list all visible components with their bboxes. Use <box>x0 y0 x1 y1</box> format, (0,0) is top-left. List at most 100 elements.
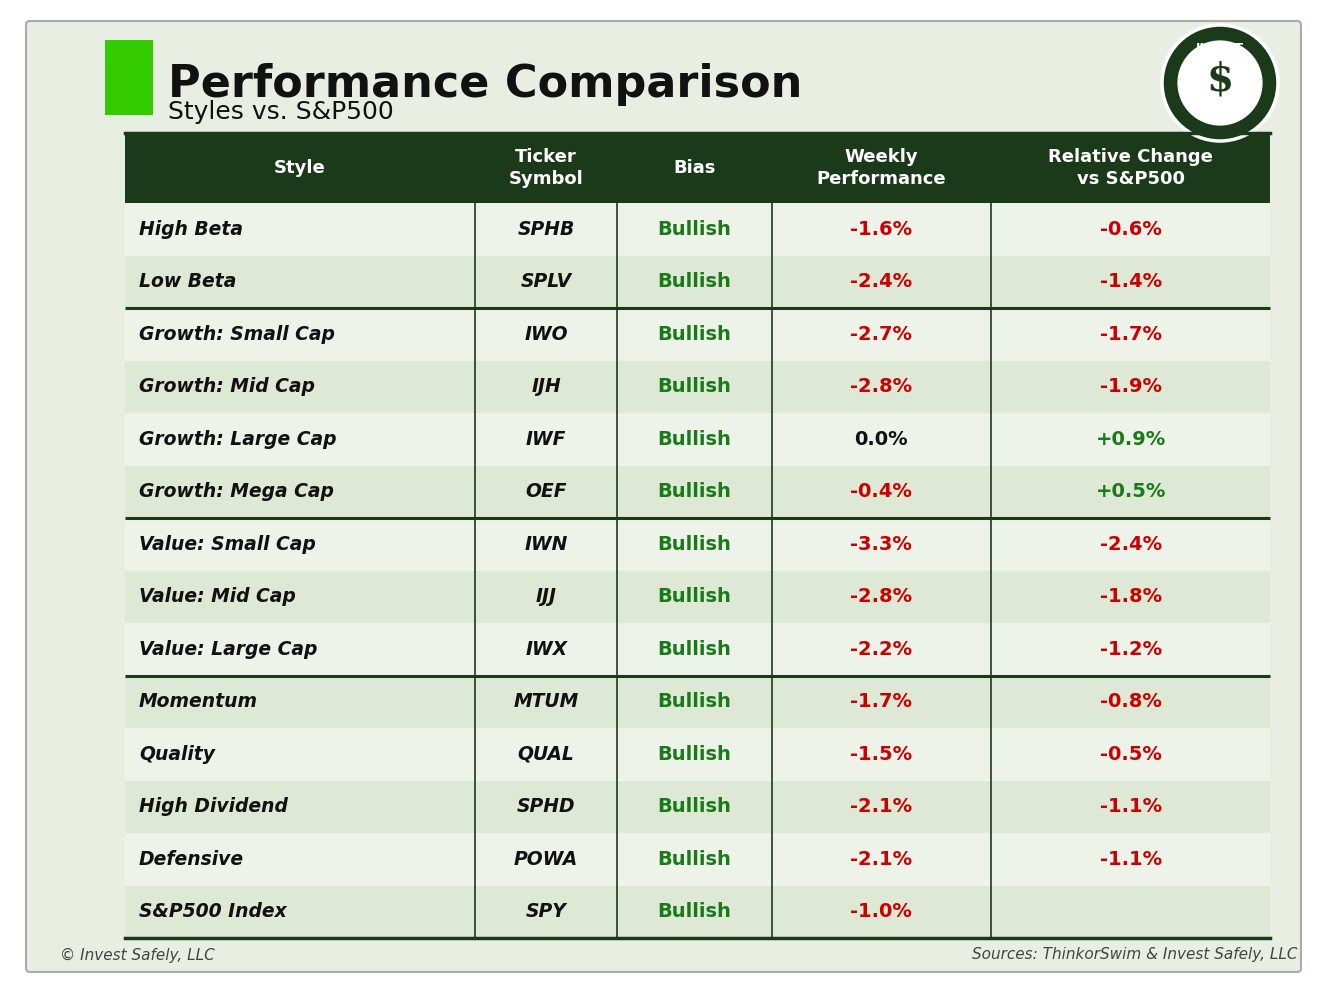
Text: -2.8%: -2.8% <box>851 377 913 396</box>
Text: -0.8%: -0.8% <box>1100 692 1161 711</box>
Text: Bullish: Bullish <box>658 692 731 711</box>
Text: -1.6%: -1.6% <box>851 219 913 238</box>
Text: +0.9%: +0.9% <box>1096 430 1165 449</box>
Text: -0.6%: -0.6% <box>1100 219 1161 238</box>
Bar <box>125 833 1270 886</box>
Text: Bullish: Bullish <box>658 325 731 344</box>
Text: IWX: IWX <box>525 639 567 658</box>
Text: SPHD: SPHD <box>518 797 576 816</box>
Text: -1.0%: -1.0% <box>851 903 913 922</box>
Text: MTUM: MTUM <box>514 692 579 711</box>
Text: Value: Large Cap: Value: Large Cap <box>139 639 317 658</box>
Bar <box>125 413 1270 466</box>
Text: INVEST: INVEST <box>1196 43 1245 56</box>
Text: Low Beta: Low Beta <box>139 272 236 291</box>
Text: Growth: Small Cap: Growth: Small Cap <box>139 325 334 344</box>
Text: SPY: SPY <box>525 903 567 922</box>
Text: -0.4%: -0.4% <box>851 483 913 501</box>
Text: Weekly
Performance: Weekly Performance <box>816 148 946 188</box>
Text: -1.7%: -1.7% <box>1100 325 1161 344</box>
Text: Style: Style <box>275 159 326 177</box>
Text: -1.4%: -1.4% <box>1100 272 1161 291</box>
Text: -1.9%: -1.9% <box>1100 377 1161 396</box>
Text: Growth: Mega Cap: Growth: Mega Cap <box>139 483 334 501</box>
Text: OEF: OEF <box>525 483 567 501</box>
Text: -2.2%: -2.2% <box>851 639 913 658</box>
Bar <box>125 255 1270 308</box>
Text: Ticker
Symbol: Ticker Symbol <box>508 148 584 188</box>
Text: QUAL: QUAL <box>518 745 575 764</box>
Text: IJJ: IJJ <box>536 587 557 607</box>
Bar <box>125 308 1270 360</box>
Text: Relative Change
vs S&P500: Relative Change vs S&P500 <box>1048 148 1213 188</box>
Circle shape <box>1176 39 1265 127</box>
Text: -2.4%: -2.4% <box>1100 535 1161 554</box>
Text: -1.5%: -1.5% <box>851 745 913 764</box>
Text: Bullish: Bullish <box>658 587 731 607</box>
Bar <box>125 623 1270 675</box>
Bar <box>125 780 1270 833</box>
Text: -3.3%: -3.3% <box>851 535 913 554</box>
Text: -2.1%: -2.1% <box>851 850 913 869</box>
Text: Growth: Mid Cap: Growth: Mid Cap <box>139 377 314 396</box>
Text: -2.1%: -2.1% <box>851 797 913 816</box>
Text: Bullish: Bullish <box>658 483 731 501</box>
Bar <box>125 675 1270 728</box>
Text: High Beta: High Beta <box>139 219 243 238</box>
Bar <box>125 133 1270 203</box>
Bar <box>125 886 1270 938</box>
Text: -0.5%: -0.5% <box>1100 745 1161 764</box>
Text: Bullish: Bullish <box>658 430 731 449</box>
Text: Bias: Bias <box>673 159 715 177</box>
Text: Value: Mid Cap: Value: Mid Cap <box>139 587 296 607</box>
Text: © Invest Safely, LLC: © Invest Safely, LLC <box>60 947 215 962</box>
Text: IWF: IWF <box>525 430 567 449</box>
Text: 0.0%: 0.0% <box>855 430 908 449</box>
Bar <box>125 466 1270 518</box>
Text: Defensive: Defensive <box>139 850 244 869</box>
Text: -2.8%: -2.8% <box>851 587 913 607</box>
Bar <box>125 728 1270 780</box>
Text: SPHB: SPHB <box>518 219 575 238</box>
Bar <box>125 571 1270 623</box>
Text: $: $ <box>1206 61 1234 99</box>
Text: S&P500 Index: S&P500 Index <box>139 903 287 922</box>
Bar <box>125 203 1270 255</box>
Text: Bullish: Bullish <box>658 903 731 922</box>
Text: -1.7%: -1.7% <box>851 692 913 711</box>
Text: SPLV: SPLV <box>520 272 572 291</box>
Text: Quality: Quality <box>139 745 215 764</box>
Text: +0.5%: +0.5% <box>1095 483 1166 501</box>
Text: -1.2%: -1.2% <box>1100 639 1161 658</box>
Text: Styles vs. S&P500: Styles vs. S&P500 <box>169 100 394 124</box>
Text: -1.1%: -1.1% <box>1100 797 1161 816</box>
Text: Bullish: Bullish <box>658 850 731 869</box>
Text: Bullish: Bullish <box>658 797 731 816</box>
Bar <box>125 360 1270 413</box>
Text: Bullish: Bullish <box>658 272 731 291</box>
Text: Bullish: Bullish <box>658 219 731 238</box>
Text: SAFELY: SAFELY <box>1196 110 1243 123</box>
Text: Momentum: Momentum <box>139 692 257 711</box>
Text: -1.8%: -1.8% <box>1100 587 1161 607</box>
Text: Performance Comparison: Performance Comparison <box>169 63 803 106</box>
Text: -2.4%: -2.4% <box>851 272 913 291</box>
Text: Value: Small Cap: Value: Small Cap <box>139 535 316 554</box>
Text: IWN: IWN <box>524 535 568 554</box>
Text: Growth: Large Cap: Growth: Large Cap <box>139 430 337 449</box>
Text: Sources: ThinkorSwim & Invest Safely, LLC: Sources: ThinkorSwim & Invest Safely, LL… <box>971 947 1296 962</box>
Circle shape <box>1162 25 1278 141</box>
Text: Bullish: Bullish <box>658 535 731 554</box>
FancyBboxPatch shape <box>27 21 1300 972</box>
Text: Bullish: Bullish <box>658 377 731 396</box>
Text: Bullish: Bullish <box>658 639 731 658</box>
Text: POWA: POWA <box>514 850 579 869</box>
Text: IWO: IWO <box>524 325 568 344</box>
Text: High Dividend: High Dividend <box>139 797 288 816</box>
Text: -2.7%: -2.7% <box>851 325 913 344</box>
Text: Bullish: Bullish <box>658 745 731 764</box>
Bar <box>105 40 153 115</box>
Text: IJH: IJH <box>531 377 561 396</box>
Text: -1.1%: -1.1% <box>1100 850 1161 869</box>
Text: S: S <box>1209 66 1231 94</box>
